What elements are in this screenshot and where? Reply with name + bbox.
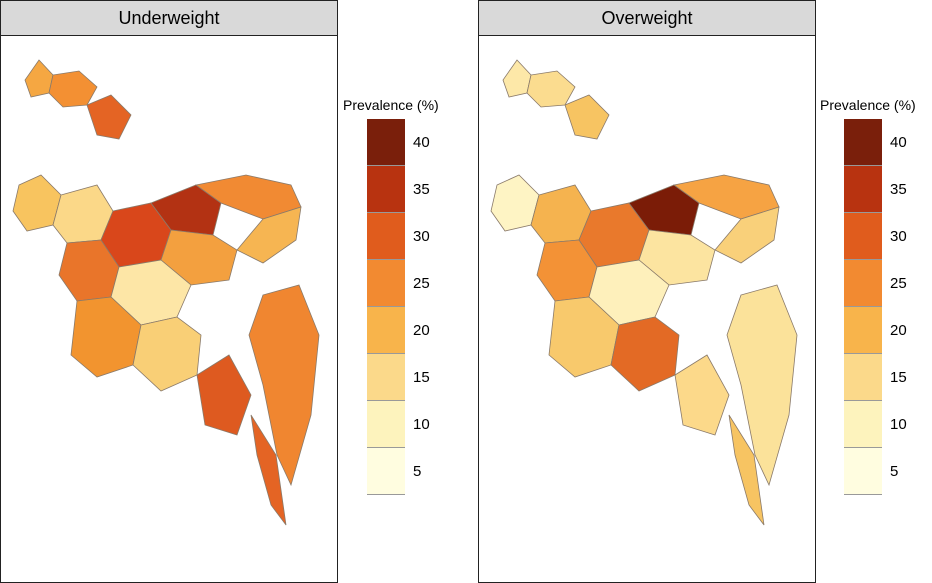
district-region: [728, 414, 765, 526]
underweight-legend-bar: [367, 119, 405, 495]
district-region: [628, 184, 700, 236]
district-region: [610, 316, 680, 392]
underweight-choropleth-map: [12, 59, 320, 526]
legend-swatch: [844, 307, 882, 354]
legend-bin-label: 25: [890, 275, 907, 292]
legend-bin-label: 20: [890, 322, 907, 339]
underweight-panel-title: Underweight: [1, 1, 337, 36]
legend-swatch: [367, 166, 405, 213]
legend-swatch: [844, 213, 882, 260]
legend-bin-label: 5: [890, 463, 899, 480]
legend-swatch: [367, 119, 405, 166]
district-region: [674, 354, 730, 436]
legend-swatch: [844, 119, 882, 166]
legend-bin-label: 30: [413, 228, 430, 245]
district-region: [526, 70, 576, 108]
legend-bin-label: 15: [890, 369, 907, 386]
district-region: [132, 316, 202, 392]
underweight-legend-title: Prevalence (%): [343, 97, 439, 113]
legend-swatch: [367, 307, 405, 354]
overweight-choropleth-map: [490, 59, 798, 526]
legend-bin-label: 25: [413, 275, 430, 292]
bangladesh-district-shapes: [12, 59, 320, 526]
legend-bin-label: 30: [890, 228, 907, 245]
district-region: [248, 284, 320, 487]
district-region: [86, 94, 132, 140]
district-region: [48, 70, 98, 108]
legend-bin-label: 10: [890, 416, 907, 433]
district-region: [250, 414, 287, 526]
legend-swatch: [844, 354, 882, 401]
overweight-legend-bar: [844, 119, 882, 495]
district-region: [714, 206, 780, 264]
district-region: [24, 59, 54, 98]
legend-swatch: [367, 354, 405, 401]
legend-bin-label: 10: [413, 416, 430, 433]
legend-bin-label: 20: [413, 322, 430, 339]
district-region: [236, 206, 302, 264]
legend-swatch: [844, 448, 882, 495]
district-region: [150, 184, 222, 236]
legend-swatch: [367, 213, 405, 260]
legend-swatch: [844, 166, 882, 213]
district-region: [196, 354, 252, 436]
legend-swatch: [844, 260, 882, 307]
overweight-panel: Overweight: [478, 0, 816, 583]
legend-bin-label: 40: [413, 134, 430, 151]
legend-swatch: [844, 401, 882, 448]
overweight-legend-title: Prevalence (%): [820, 97, 916, 113]
district-region: [726, 284, 798, 487]
legend-bin-label: 15: [413, 369, 430, 386]
overweight-panel-title: Overweight: [479, 1, 815, 36]
legend-bin-label: 5: [413, 463, 422, 480]
legend-swatch: [367, 260, 405, 307]
legend-bin-label: 40: [890, 134, 907, 151]
district-region: [564, 94, 610, 140]
legend-swatch: [367, 448, 405, 495]
underweight-panel: Underweight: [0, 0, 338, 583]
legend-bin-label: 35: [413, 181, 430, 198]
legend-bin-label: 35: [890, 181, 907, 198]
district-region: [502, 59, 532, 98]
legend-swatch: [367, 401, 405, 448]
bangladesh-district-shapes: [490, 59, 798, 526]
